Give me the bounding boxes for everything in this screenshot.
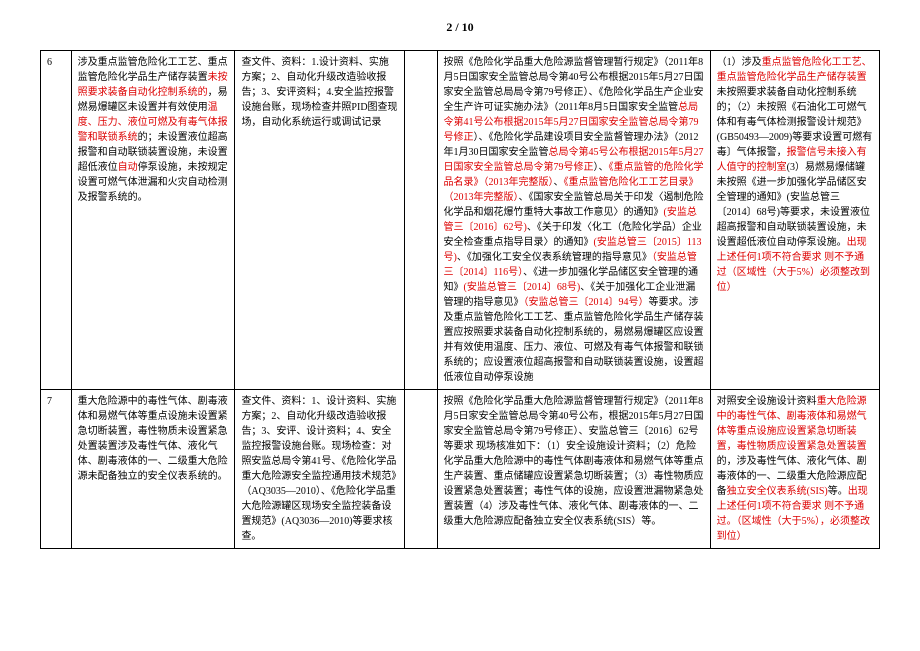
col-issue: 涉及重点监管危险化工工艺、重点监管危险化学品生产储存装置未按照要求装备自动化控制… [71,51,235,390]
col-empty [404,390,437,549]
audit-table: 6涉及重点监管危险化工工艺、重点监管危险化学品生产储存装置未按照要求装备自动化控… [40,50,880,549]
row-num: 7 [41,390,72,549]
row-num: 6 [41,51,72,390]
col-basis: 按照《危险化学品重大危险源监督管理暂行规定》（2011年8月5日国家安全监管总局… [437,51,710,390]
col-result: 对照安全设施设计资料重大危险源中的毒性气体、剧毒液体和易燃气体等重点设施应设置紧… [710,390,879,549]
table-row: 7重大危险源中的毒性气体、剧毒液体和易燃气体等重点设施未设置紧急切断装置，毒性物… [41,390,880,549]
col-check: 查文件、资料：1.设计资料、实施方案；2、自动化升级改造验收报告；3、安评资料；… [235,51,404,390]
col-result: （1）涉及重点监管危险化工工艺、重点监管危险化学品生产储存装置未按照要求装备自动… [710,51,879,390]
col-issue: 重大危险源中的毒性气体、剧毒液体和易燃气体等重点设施未设置紧急切断装置，毒性物质… [71,390,235,549]
col-check: 查文件、资料：1、设计资料、实施方案；2、自动化升级改造验收报告；3、安评、设计… [235,390,404,549]
col-empty [404,51,437,390]
col-basis: 按照《危险化学品重大危险源监督管理暂行规定》（2011年8月5日家安全监管总局令… [437,390,710,549]
table-row: 6涉及重点监管危险化工工艺、重点监管危险化学品生产储存装置未按照要求装备自动化控… [41,51,880,390]
page-number: 2 / 10 [40,20,880,35]
